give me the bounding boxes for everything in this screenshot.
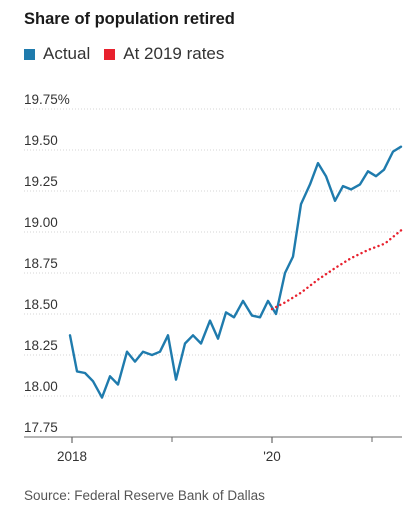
legend-label-actual: Actual	[43, 44, 91, 63]
x-tick-label: '20	[263, 449, 281, 464]
legend-label-2019-rates: At 2019 rates	[123, 44, 225, 63]
y-tick-label: 17.75	[24, 420, 58, 435]
y-tick-label: 18.25	[24, 338, 58, 353]
legend: Actual At 2019 rates	[24, 44, 238, 64]
chart-title: Share of population retired	[24, 10, 235, 28]
line-chart: 19.75% 19.50 19.25 19.00 18.75 18.50 18.25 18.0…	[24, 92, 403, 464]
y-tick-label: 18.75	[24, 256, 58, 271]
legend-swatch-actual	[24, 48, 35, 60]
legend-item-2019-rates: At 2019 rates	[104, 44, 224, 64]
y-tick-label: 19.25	[24, 174, 58, 189]
series-line-actual	[68, 145, 403, 399]
legend-item-actual: Actual	[24, 44, 90, 64]
y-tick-label: 18.50	[24, 297, 58, 312]
y-tick-label: 19.50	[24, 133, 58, 148]
x-tick-label: 2018	[57, 449, 87, 464]
y-tick-label: 19.75%	[24, 92, 70, 107]
y-tick-label: 18.00	[24, 379, 58, 394]
series-line-2019-rates	[270, 229, 403, 311]
source-note: Source: Federal Reserve Bank of Dallas	[24, 488, 265, 503]
legend-swatch-2019-rates	[104, 48, 116, 60]
y-tick-label: 19.00	[24, 215, 58, 230]
